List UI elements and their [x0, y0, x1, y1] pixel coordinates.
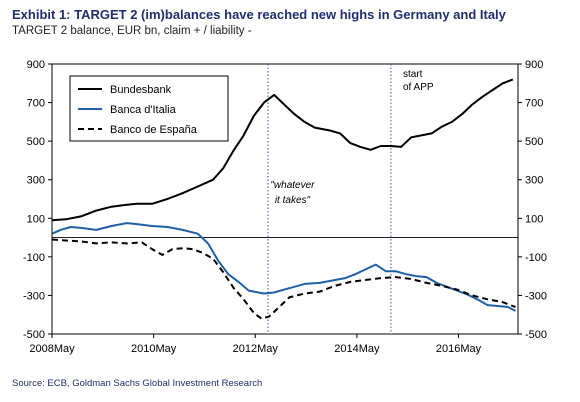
y-tick-label-left: 300 [27, 175, 45, 187]
annotation-text: of APP [403, 82, 434, 93]
y-tick-label-left: -300 [23, 290, 45, 302]
y-tick-label-right: 900 [525, 59, 543, 71]
y-tick-label-left: 700 [27, 98, 45, 110]
annotation-text: "whatever [270, 180, 315, 191]
y-tick-label-right: 300 [525, 175, 543, 187]
y-tick-label-left: 100 [27, 213, 45, 225]
legend-label: Bundesbank [110, 84, 172, 96]
x-tick-label: 2014May [334, 343, 380, 355]
y-tick-label-left: 900 [27, 59, 45, 71]
chart-source: Source: ECB, Goldman Sachs Global Invest… [12, 378, 263, 389]
y-tick-label-right: 500 [525, 136, 543, 148]
y-tick-label-left: -100 [23, 252, 45, 264]
x-tick-label: 2016May [436, 343, 482, 355]
x-tick-label: 2012May [233, 343, 279, 355]
annotation-text: it takes" [275, 195, 311, 206]
legend-label: Banca d'Italia [110, 104, 177, 116]
chart-title: Exhibit 1: TARGET 2 (im)balances have re… [12, 7, 506, 22]
x-tick-label: 2008May [29, 343, 75, 355]
y-tick-label-right: -100 [525, 252, 547, 264]
y-tick-label-right: 100 [525, 213, 543, 225]
y-tick-label-left: 500 [27, 136, 45, 148]
annotation-text: start [403, 69, 423, 80]
series-line [51, 222, 516, 312]
legend-label: Banco de España [110, 124, 198, 136]
series-line [51, 238, 516, 320]
y-tick-label-right: 700 [525, 98, 543, 110]
y-tick-label-left: -500 [23, 329, 45, 341]
chart-subtitle: TARGET 2 balance, EUR bn, claim + / liab… [12, 25, 252, 37]
series-line [51, 78, 514, 222]
y-tick-label-right: -500 [525, 329, 547, 341]
plot-frame [51, 63, 519, 335]
x-tick-label: 2010May [131, 343, 177, 355]
y-tick-label-right: -300 [525, 290, 547, 302]
